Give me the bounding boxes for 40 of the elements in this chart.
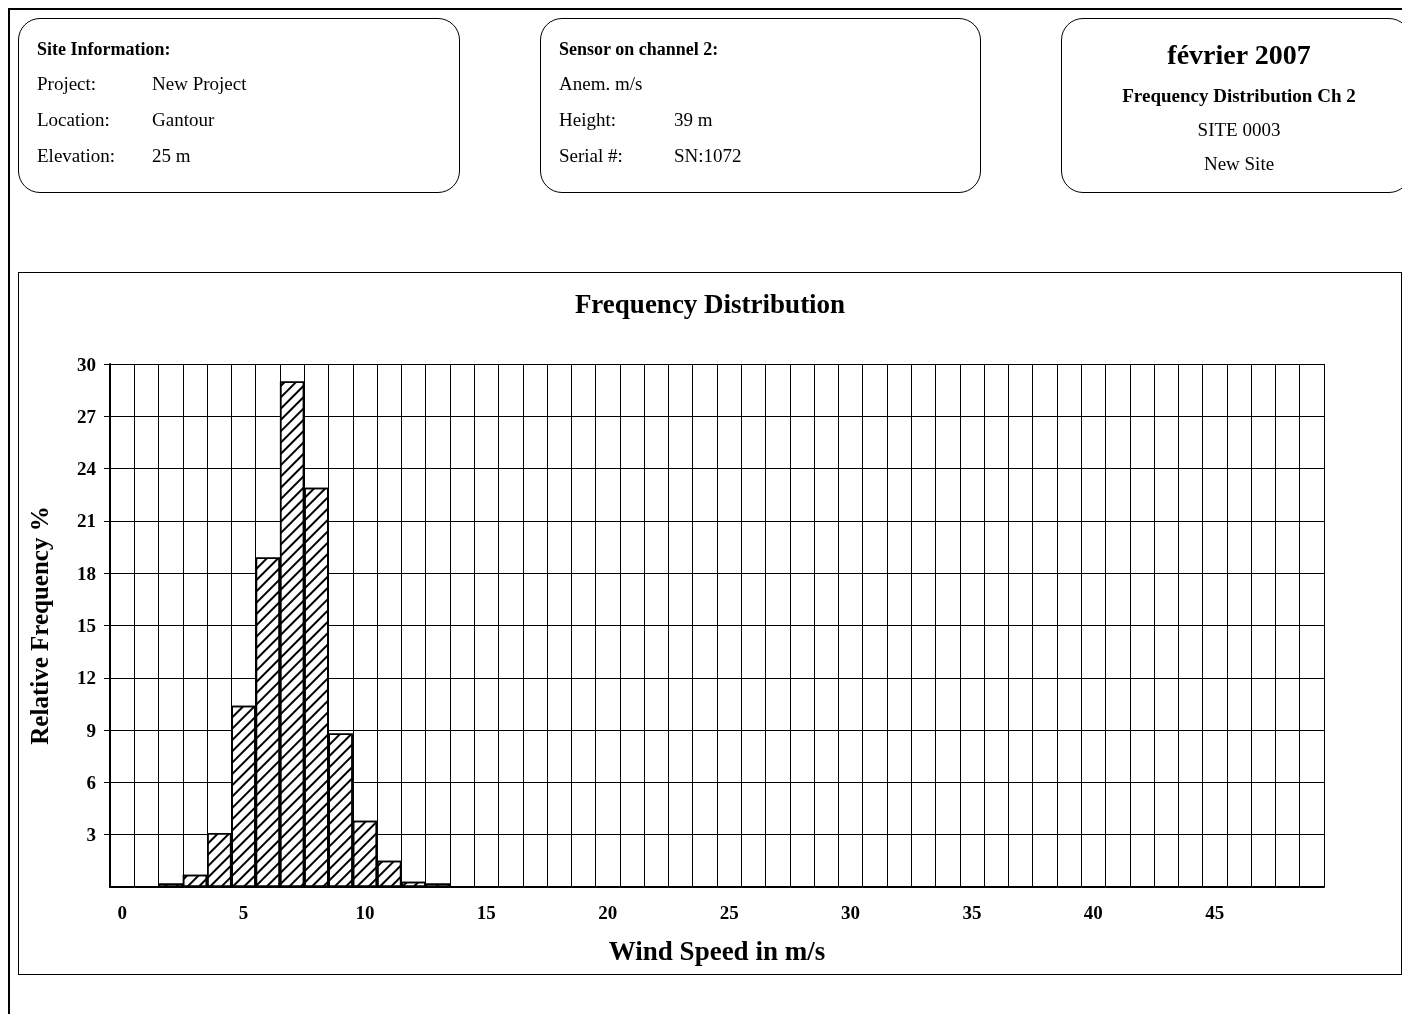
- x-tick-label: 45: [1205, 902, 1225, 923]
- text: Sensor on channel 2:: [559, 39, 720, 60]
- text: Anem. m/s: [559, 73, 643, 95]
- y-tick-label: 27: [77, 405, 97, 427]
- y-tick-label: 15: [77, 615, 96, 636]
- y-tick-label: 9: [86, 719, 96, 741]
- chart-title: Frequency Distribution: [574, 288, 846, 319]
- text: SN:1072: [674, 145, 742, 167]
- y-tick-label: 6: [86, 771, 96, 793]
- x-tick-label: 40: [1083, 902, 1103, 923]
- text: Serial #:: [559, 145, 624, 167]
- x-tick-label: 15: [476, 902, 496, 923]
- text: New Site: [1202, 153, 1276, 176]
- x-tick-label: 0: [117, 902, 127, 923]
- text: 25 m: [152, 145, 191, 167]
- text: Frequency Distribution Ch 2: [1121, 85, 1357, 108]
- text: Elevation:: [37, 145, 117, 167]
- x-tick-label: 10: [355, 902, 375, 923]
- text: Site Information:: [37, 39, 172, 60]
- text: New Project: [152, 73, 247, 95]
- x-tick-label: 20: [598, 902, 618, 923]
- x-tick-label: 25: [719, 902, 739, 923]
- text: SITE 0003: [1196, 119, 1282, 142]
- y-tick-label: 30: [77, 353, 96, 375]
- y-tick-label: 21: [77, 510, 96, 532]
- text: Project:: [37, 73, 98, 95]
- y-tick-label: 12: [77, 667, 96, 689]
- text: Location:: [37, 109, 111, 131]
- text: Gantour: [152, 109, 215, 131]
- x-axis-title: Wind Speed in m/s: [608, 935, 826, 966]
- x-tick-label: 35: [962, 902, 982, 923]
- text: février 2007: [1166, 39, 1312, 71]
- y-axis-title: Relative Frequency %: [26, 506, 53, 745]
- y-tick-label: 24: [77, 458, 97, 480]
- y-tick-label: 18: [77, 562, 96, 584]
- x-tick-label: 5: [238, 902, 249, 923]
- text: 39 m: [674, 109, 713, 131]
- x-tick-label: 30: [841, 902, 861, 923]
- text: Height:: [559, 109, 617, 131]
- y-tick-label: 3: [86, 824, 96, 846]
